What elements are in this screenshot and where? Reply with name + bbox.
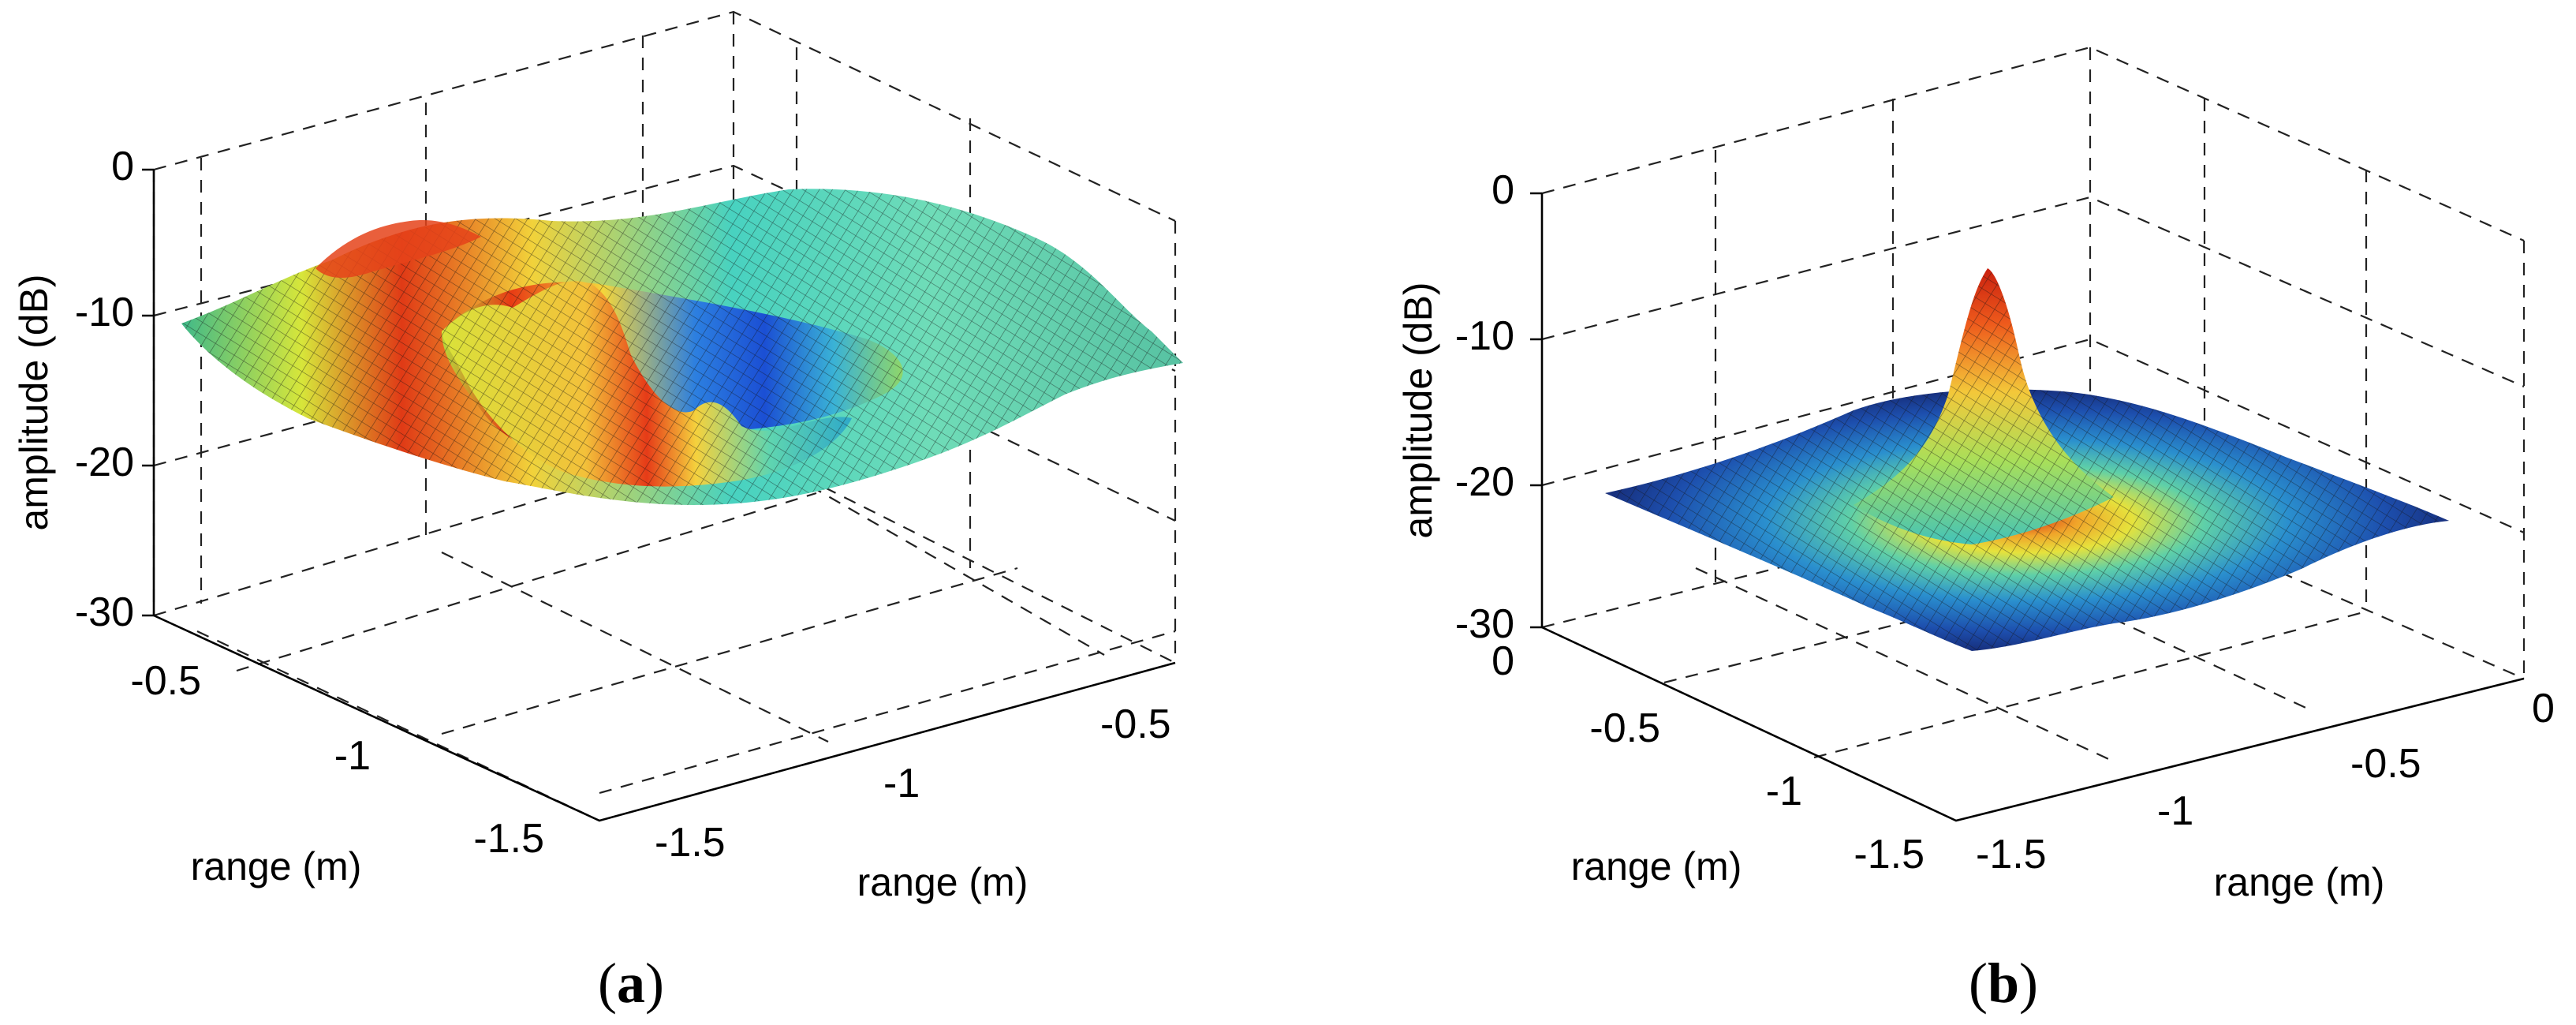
xlabel-b: range (m) [1571, 844, 1742, 888]
panel-a-surface [181, 189, 1183, 506]
ztick-a-1: -10 [75, 290, 134, 335]
ytick-b-0: 0 [2532, 686, 2555, 731]
xlabel-a: range (m) [191, 844, 362, 888]
panel-a-ticks: 0 -10 -20 -30 -0.5 -1 -1.5 -0.5 -1 -1.5 [75, 144, 1171, 866]
ytick-a-1: -1 [883, 761, 920, 806]
ztick-b-3: -30 [1455, 601, 1514, 647]
ylabel-b: range (m) [2214, 860, 2385, 904]
ztick-a-3: -30 [75, 589, 134, 635]
zlabel-a: amplitude (dB) [12, 274, 56, 530]
ztick-a-0: 0 [111, 144, 134, 189]
panel-b-surface [1605, 268, 2449, 651]
zlabel-b: amplitude (dB) [1396, 282, 1440, 538]
panel-a-axes [142, 168, 1176, 822]
ztick-b-1: -10 [1455, 313, 1514, 359]
ytick-a-0: -0.5 [1100, 701, 1171, 747]
xtick-b-0: 0 [1491, 638, 1514, 684]
ytick-b-3: -1.5 [1976, 832, 2047, 877]
ytick-b-2: -1 [2157, 788, 2193, 834]
ztick-a-2: -20 [75, 440, 134, 485]
ztick-b-0: 0 [1491, 167, 1514, 213]
surface-a-back-peak [315, 220, 481, 278]
panel-b-label: (b) [1969, 952, 2038, 1015]
xtick-b-1: -0.5 [1589, 705, 1660, 751]
panel-a: 0 -10 -20 -30 -0.5 -1 -1.5 -0.5 -1 -1.5 … [12, 10, 1183, 1015]
xtick-a-0: -0.5 [130, 658, 201, 704]
panel-b-axes [1530, 192, 2525, 822]
xtick-b-2: -1 [1766, 769, 1802, 814]
ytick-a-2: -1.5 [655, 820, 726, 866]
xtick-b-3: -1.5 [1854, 832, 1925, 877]
ylabel-a: range (m) [857, 860, 1029, 904]
panel-b: 0 -10 -20 -30 0 -0.5 -1 -1.5 0 -0.5 -1 -… [1396, 46, 2555, 1015]
xtick-a-1: -1 [334, 733, 371, 779]
ztick-b-2: -20 [1455, 459, 1514, 505]
ytick-b-1: -0.5 [2350, 741, 2421, 787]
panel-a-label: (a) [598, 952, 664, 1015]
panel-b-ticks: 0 -10 -20 -30 0 -0.5 -1 -1.5 0 -0.5 -1 -… [1455, 167, 2555, 877]
xtick-a-2: -1.5 [473, 816, 544, 862]
